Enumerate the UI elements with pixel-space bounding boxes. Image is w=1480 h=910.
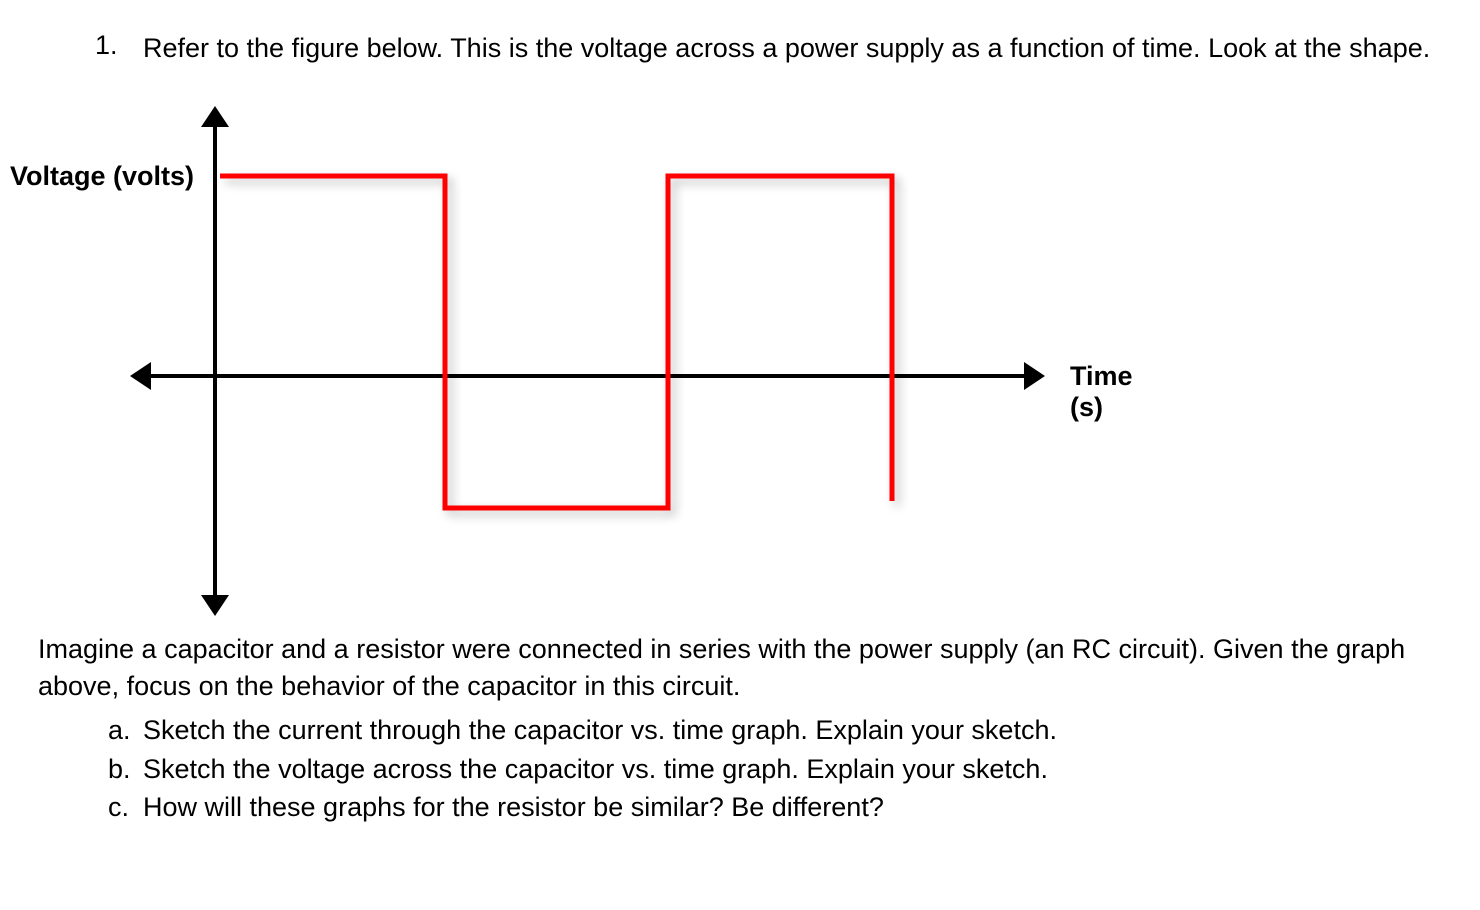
sub-questions: a. Sketch the current through the capaci… (0, 712, 1470, 825)
question-text: Refer to the figure below. This is the v… (143, 30, 1430, 66)
sub-letter: a. (108, 712, 143, 748)
y-axis-label: Voltage (volts) (10, 161, 194, 192)
sub-letter: c. (108, 789, 143, 825)
sub-text: Sketch the voltage across the capacitor … (143, 751, 1048, 787)
question-number: 1. (95, 30, 125, 66)
sub-text: How will these graphs for the resistor b… (143, 789, 884, 825)
sub-question-c: c. How will these graphs for the resisto… (108, 789, 1470, 825)
x-axis-label: Time (s) (1070, 361, 1133, 423)
sub-question-b: b. Sketch the voltage across the capacit… (108, 751, 1470, 787)
sub-question-a: a. Sketch the current through the capaci… (108, 712, 1470, 748)
sub-letter: b. (108, 751, 143, 787)
chart-container: Voltage (volts) Time (s) (0, 86, 1100, 626)
question-header: 1. Refer to the figure below. This is th… (0, 30, 1470, 66)
sub-text: Sketch the current through the capacitor… (143, 712, 1057, 748)
scenario-text: Imagine a capacitor and a resistor were … (0, 631, 1470, 704)
document-content: 1. Refer to the figure below. This is th… (0, 0, 1480, 858)
